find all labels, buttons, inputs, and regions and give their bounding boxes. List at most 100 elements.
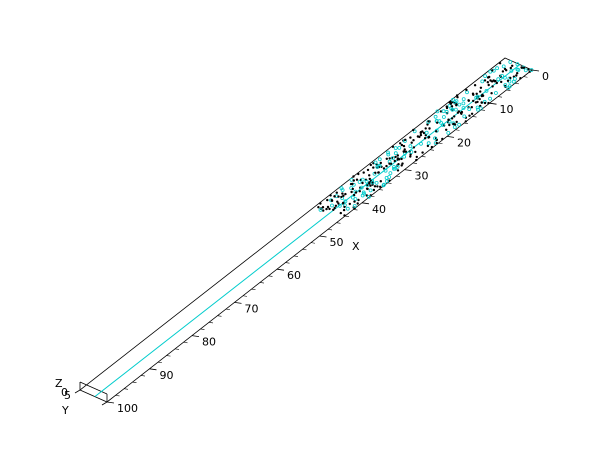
x-tick-mark <box>234 302 242 304</box>
scatter-point <box>412 129 417 134</box>
scatter-point <box>370 180 375 185</box>
data-line <box>94 64 521 397</box>
scatter-point <box>511 64 514 68</box>
x-tick-label: 80 <box>202 336 216 349</box>
scatter-point <box>478 97 481 101</box>
scatter-point <box>322 209 325 212</box>
scatter-point <box>388 171 393 176</box>
scatter-point <box>385 164 388 168</box>
scatter-point <box>421 151 424 154</box>
scatter-point <box>498 62 502 65</box>
scatter-point <box>337 202 340 205</box>
x-tick-label: 40 <box>372 203 386 216</box>
scatter-point <box>353 200 356 203</box>
scatter-point <box>486 81 489 84</box>
scatter-point <box>326 198 329 202</box>
scatter-point <box>475 105 480 110</box>
x-minor-tick <box>370 195 375 198</box>
x-tick-mark <box>149 368 157 371</box>
scatter-point <box>388 162 391 165</box>
x-minor-tick <box>217 315 222 317</box>
scatter-point <box>441 109 446 114</box>
z-axis-edge <box>79 381 108 395</box>
x-tick-label: 90 <box>160 369 174 382</box>
scatter-point <box>490 92 493 95</box>
x-minor-tick <box>327 229 333 231</box>
x-minor-tick <box>268 275 273 277</box>
scatter-point <box>386 152 391 157</box>
scatter-point <box>441 115 446 119</box>
scatter-point <box>364 179 369 184</box>
scatter-point <box>374 171 377 174</box>
scatter-point <box>342 208 346 212</box>
scatter-point <box>345 206 350 211</box>
scatter-point <box>424 127 427 130</box>
scatter-point <box>368 182 371 185</box>
scatter-point <box>396 154 399 157</box>
x-minor-tick <box>302 248 307 251</box>
scatter-point <box>368 174 371 177</box>
scatter-point <box>404 150 408 153</box>
y-tick-label: 0 <box>61 386 68 399</box>
scatter-point <box>453 115 456 118</box>
x-minor-tick <box>200 328 205 330</box>
scatter-point <box>335 191 338 194</box>
scatter-point <box>488 96 493 101</box>
x-minor-tick <box>293 255 299 257</box>
scatter-point <box>462 114 467 119</box>
x-minor-tick <box>429 149 435 151</box>
scatter-point <box>509 76 512 80</box>
x-minor-tick <box>514 82 520 85</box>
scatter-point <box>472 93 475 97</box>
scatter-point <box>415 158 418 162</box>
scatter-point <box>437 119 442 124</box>
scatter-point <box>385 157 388 160</box>
scatter-point <box>461 106 466 110</box>
scatter-point <box>390 156 395 161</box>
scatter-point <box>461 97 466 101</box>
scatter-point <box>403 148 406 151</box>
scatter-point <box>369 163 372 167</box>
scatter-point <box>479 86 483 90</box>
scatter-point <box>444 109 449 114</box>
x-tick-mark <box>361 202 370 205</box>
scatter-point <box>433 136 437 141</box>
x-tick-label: 70 <box>245 302 259 315</box>
scatter-point <box>455 104 458 107</box>
scatter-point <box>487 83 490 87</box>
scatter-point <box>483 74 488 78</box>
scatter-point <box>470 106 473 109</box>
scatter-point <box>426 141 431 146</box>
scatter-point <box>402 150 406 153</box>
scatter-point <box>399 142 402 145</box>
x-tick-label: 20 <box>457 136 471 149</box>
x-minor-tick <box>455 129 460 131</box>
scatter-point <box>456 111 460 114</box>
x-minor-tick <box>310 242 316 244</box>
scatter-point <box>419 133 423 137</box>
scatter-point <box>361 181 364 185</box>
scatter-point <box>355 178 359 181</box>
y-tick-mark <box>74 389 81 394</box>
series-line <box>94 64 521 397</box>
scatter-point <box>481 94 485 98</box>
scatter-point <box>329 194 332 197</box>
scatter-point <box>455 120 458 124</box>
x-tick-label: 60 <box>287 269 301 282</box>
scatter-point <box>354 191 358 194</box>
scatter-point <box>416 135 420 138</box>
scatter-point <box>500 74 505 78</box>
scatter-point <box>488 69 493 74</box>
scatter-point <box>360 177 365 182</box>
scatter-point <box>318 207 323 212</box>
scatter-point <box>397 145 402 150</box>
scatter-point <box>384 175 389 180</box>
x-minor-tick <box>497 96 503 98</box>
scatter-point <box>391 145 395 148</box>
scatter-point <box>479 90 482 93</box>
scatter-point <box>467 99 470 103</box>
scatter-point <box>377 171 380 174</box>
scatter-point <box>460 112 463 116</box>
